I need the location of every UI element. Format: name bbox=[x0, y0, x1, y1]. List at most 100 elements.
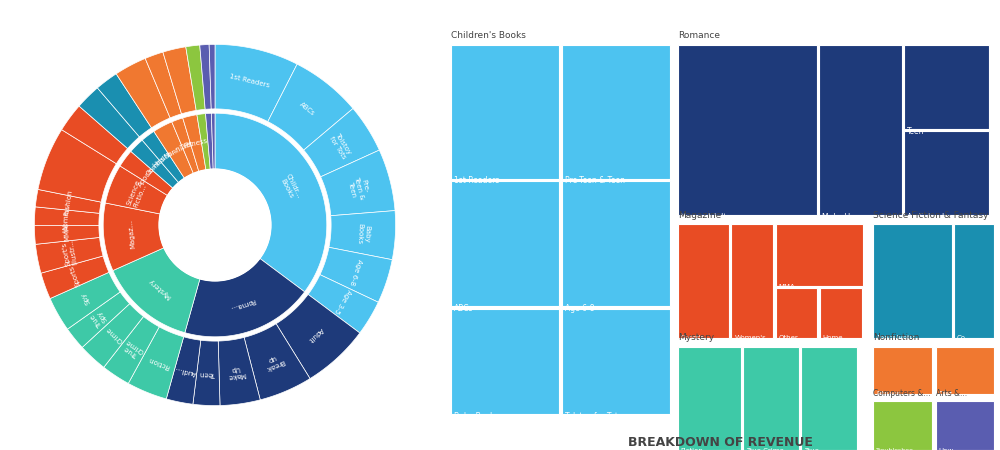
Text: 1st Readers: 1st Readers bbox=[454, 176, 499, 185]
Text: Baby Books: Baby Books bbox=[454, 412, 498, 421]
Text: Fashion: Fashion bbox=[63, 189, 73, 216]
Polygon shape bbox=[218, 338, 260, 405]
Text: True
Crime: True Crime bbox=[121, 338, 146, 360]
Text: Pre-Teen & Teen: Pre-Teen & Teen bbox=[565, 176, 625, 185]
Text: Computers &...: Computers &... bbox=[873, 389, 931, 398]
Polygon shape bbox=[103, 203, 164, 270]
Polygon shape bbox=[211, 113, 215, 169]
FancyBboxPatch shape bbox=[678, 346, 741, 450]
Polygon shape bbox=[41, 256, 109, 298]
Text: Comics: Comics bbox=[145, 154, 167, 176]
Polygon shape bbox=[34, 225, 100, 244]
Text: Other: Other bbox=[778, 335, 798, 341]
Polygon shape bbox=[50, 272, 120, 329]
Polygon shape bbox=[105, 166, 168, 214]
Text: Fitness: Fitness bbox=[876, 392, 900, 397]
Text: Age 6-8: Age 6-8 bbox=[349, 257, 363, 285]
Polygon shape bbox=[34, 207, 99, 225]
Text: Break
up: Break up bbox=[261, 351, 285, 371]
Polygon shape bbox=[185, 258, 305, 337]
Polygon shape bbox=[67, 292, 130, 347]
Text: Science Fiction & Fantasy: Science Fiction & Fantasy bbox=[873, 211, 989, 220]
Polygon shape bbox=[128, 327, 184, 399]
Polygon shape bbox=[244, 324, 310, 400]
Text: MMA: MMA bbox=[63, 225, 70, 242]
Polygon shape bbox=[215, 45, 297, 122]
Text: Age 6-8: Age 6-8 bbox=[565, 304, 594, 313]
Polygon shape bbox=[145, 52, 182, 118]
Text: Childr...
Books: Childr... Books bbox=[278, 173, 302, 202]
Text: Adult: Adult bbox=[307, 326, 324, 343]
FancyBboxPatch shape bbox=[936, 400, 994, 450]
FancyBboxPatch shape bbox=[451, 45, 559, 179]
Polygon shape bbox=[172, 118, 199, 173]
Polygon shape bbox=[186, 45, 205, 110]
Text: Audi...: Audi... bbox=[174, 365, 197, 376]
Text: True
Spy: True Spy bbox=[804, 448, 819, 450]
Text: BREAKDOWN OF REVENUE: BREAKDOWN OF REVENUE bbox=[628, 436, 812, 450]
FancyBboxPatch shape bbox=[801, 346, 857, 450]
Text: Sport's
Illustr...: Sport's Illustr... bbox=[60, 239, 78, 267]
Text: True
Spy: True Spy bbox=[90, 308, 109, 328]
Polygon shape bbox=[38, 130, 116, 202]
Polygon shape bbox=[329, 211, 396, 260]
FancyBboxPatch shape bbox=[936, 346, 994, 394]
Text: Age 3-5: Age 3-5 bbox=[333, 288, 352, 315]
FancyBboxPatch shape bbox=[819, 45, 902, 215]
Polygon shape bbox=[206, 113, 213, 169]
Text: Make
Up: Make Up bbox=[226, 364, 246, 380]
FancyBboxPatch shape bbox=[904, 45, 989, 129]
Text: Nonfi...: Nonfi... bbox=[163, 142, 188, 159]
FancyBboxPatch shape bbox=[873, 346, 932, 394]
FancyBboxPatch shape bbox=[776, 224, 863, 287]
Text: Wome...: Wome... bbox=[63, 203, 71, 232]
FancyBboxPatch shape bbox=[451, 309, 559, 414]
Text: Diet: Diet bbox=[938, 392, 953, 397]
Text: Fiction: Fiction bbox=[147, 356, 171, 369]
Polygon shape bbox=[197, 113, 210, 170]
Text: Audiobooks: Audiobooks bbox=[907, 213, 951, 222]
Text: MMA: MMA bbox=[778, 284, 795, 290]
Text: Arts &...: Arts &... bbox=[936, 389, 967, 398]
Text: Apocalyptic: Apocalyptic bbox=[876, 335, 917, 341]
Text: Diet: Diet bbox=[179, 141, 194, 151]
Text: Fitness: Fitness bbox=[184, 138, 209, 149]
Polygon shape bbox=[193, 340, 220, 405]
Polygon shape bbox=[120, 151, 173, 195]
Text: Co...: Co... bbox=[957, 335, 973, 341]
FancyBboxPatch shape bbox=[873, 224, 952, 338]
Text: Mystery: Mystery bbox=[148, 277, 173, 300]
FancyBboxPatch shape bbox=[776, 288, 817, 338]
Polygon shape bbox=[154, 122, 193, 178]
Text: Romance: Romance bbox=[678, 32, 720, 40]
Text: Sports: Sports bbox=[69, 264, 82, 287]
FancyBboxPatch shape bbox=[562, 181, 670, 306]
Text: Teen: Teen bbox=[200, 370, 216, 377]
Text: Teen: Teen bbox=[907, 127, 924, 136]
Polygon shape bbox=[163, 47, 196, 114]
Polygon shape bbox=[35, 189, 101, 213]
Polygon shape bbox=[62, 106, 128, 164]
Polygon shape bbox=[104, 316, 159, 383]
Text: Pre-
Teen &
Teen: Pre- Teen & Teen bbox=[346, 174, 371, 202]
Polygon shape bbox=[166, 337, 201, 404]
Polygon shape bbox=[268, 64, 353, 150]
Text: Mystery: Mystery bbox=[678, 333, 714, 342]
Polygon shape bbox=[131, 140, 179, 188]
Text: How: How bbox=[938, 448, 954, 450]
Text: True Crime: True Crime bbox=[746, 448, 783, 450]
Text: Children's Books: Children's Books bbox=[451, 32, 526, 40]
Text: Magazine: Magazine bbox=[678, 211, 721, 220]
Polygon shape bbox=[183, 115, 206, 171]
Text: Crime: Crime bbox=[105, 325, 124, 343]
Text: Home: Home bbox=[822, 335, 843, 341]
Polygon shape bbox=[308, 274, 378, 333]
Text: Fiction: Fiction bbox=[681, 448, 704, 450]
FancyBboxPatch shape bbox=[678, 224, 729, 338]
Polygon shape bbox=[79, 88, 139, 148]
Text: Science
Fictio...: Science Fictio... bbox=[126, 179, 148, 209]
Text: 1st Readers: 1st Readers bbox=[229, 73, 270, 89]
Polygon shape bbox=[113, 248, 200, 333]
Text: Young Adult: Young Adult bbox=[681, 213, 726, 222]
Circle shape bbox=[159, 169, 271, 281]
